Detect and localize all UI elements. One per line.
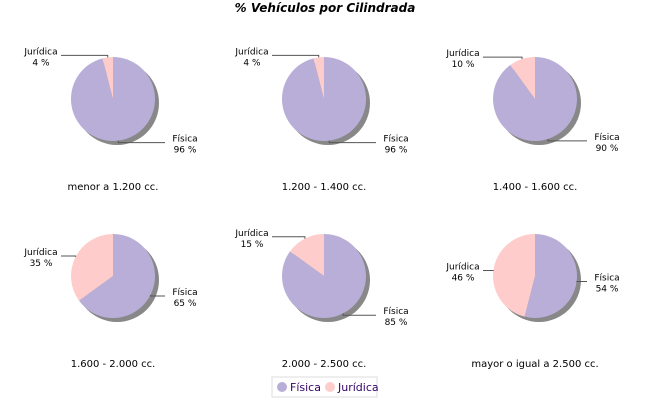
pie-category-label: 1.400 - 1.600 cc. (493, 182, 578, 193)
slice-label-value: 90 % (596, 144, 619, 154)
slice-label-value: 65 % (174, 299, 197, 309)
slice-label-name: Física (383, 135, 408, 145)
slice-label-name: Jurídica (445, 49, 479, 59)
slice-label-name: Física (594, 133, 619, 143)
slice-label-value: 54 % (596, 285, 619, 295)
pie-category-label: 1.600 - 2.000 cc. (71, 359, 156, 370)
slice-label-value: 4 % (243, 58, 261, 68)
label-leader-line (61, 256, 76, 257)
slice-label-value: 85 % (385, 318, 408, 328)
pie-category-label: 2.000 - 2.500 cc. (282, 359, 367, 370)
label-leader-line (272, 55, 319, 57)
slice-label-value: 35 % (30, 259, 53, 269)
slice-label-name: Jurídica (234, 47, 268, 57)
slice-label-name: Física (172, 288, 197, 298)
label-leader-line (272, 237, 305, 239)
slice-label-name: Jurídica (234, 229, 268, 239)
legend-label-juridica: Jurídica (337, 381, 379, 394)
slice-label-name: Física (594, 274, 619, 284)
legend: Física Jurídica (272, 377, 379, 397)
label-leader-line (61, 55, 108, 57)
legend-swatch-juridica (325, 382, 335, 392)
slice-label-value: 10 % (452, 60, 475, 70)
legend-swatch-fisica (277, 382, 287, 392)
slice-label-name: Jurídica (23, 248, 57, 258)
pie-category-label: mayor o igual a 2.500 cc. (471, 359, 598, 370)
slice-label-value: 15 % (241, 240, 264, 250)
legend-label-fisica: Física (290, 381, 321, 394)
slice-label-name: Jurídica (23, 47, 57, 57)
slice-label-name: Física (172, 135, 197, 145)
pie-category-label: menor a 1.200 cc. (68, 182, 159, 193)
slice-label-value: 4 % (32, 58, 50, 68)
slice-label-value: 96 % (385, 146, 408, 156)
slice-label-name: Física (383, 307, 408, 317)
slice-label-value: 96 % (174, 146, 197, 156)
chart-title: % Vehículos por Cilindrada (235, 1, 416, 15)
slice-label-name: Jurídica (445, 262, 479, 272)
pie-category-label: 1.200 - 1.400 cc. (282, 182, 367, 193)
label-leader-line (483, 57, 522, 59)
slice-label-value: 46 % (452, 273, 475, 283)
